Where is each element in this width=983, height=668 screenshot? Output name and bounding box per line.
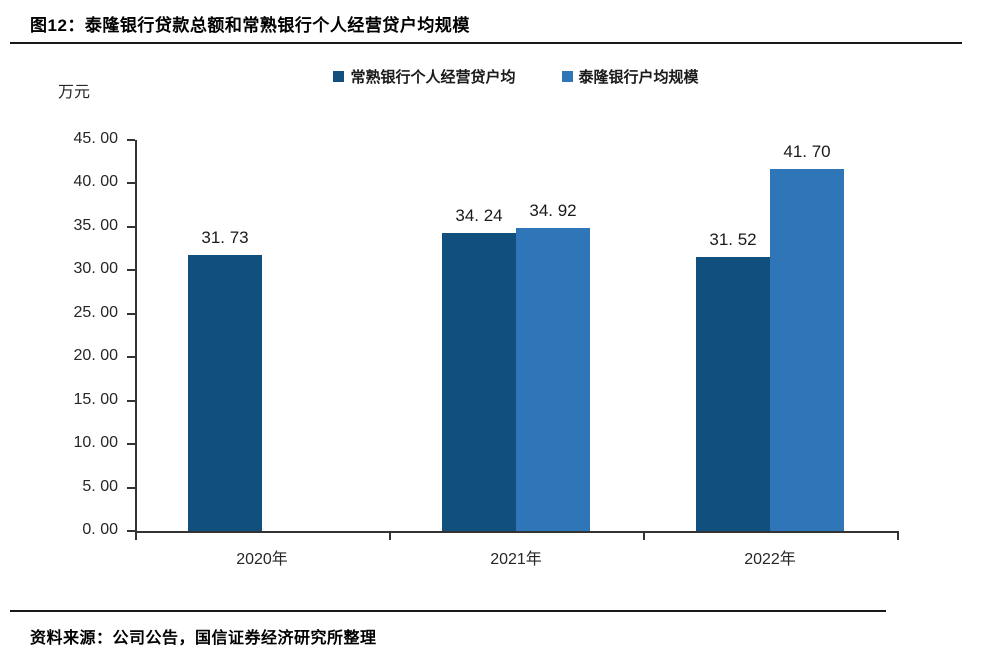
y-axis-unit-label: 万元	[58, 84, 91, 101]
y-tick-label: 30. 00	[73, 260, 118, 278]
x-axis-label: 2021年	[490, 551, 542, 568]
bar-series-1	[442, 233, 516, 531]
x-axis-label: 2020年	[236, 551, 288, 568]
y-tick-label: 35. 00	[73, 216, 118, 234]
bar-value-label: 34. 92	[529, 201, 577, 220]
x-axis-tick	[643, 533, 645, 540]
y-axis-tick	[127, 530, 135, 532]
y-axis-tick	[127, 269, 135, 272]
legend: 常熟银行个人经营贷户均 泰隆银行户均规模	[135, 66, 897, 87]
y-tick-label: 15. 00	[73, 390, 118, 408]
y-tick-label: 5. 00	[82, 477, 118, 495]
x-axis-tick	[897, 533, 899, 540]
x-axis-label: 2022年	[744, 551, 796, 568]
legend-label: 泰隆银行户均规模	[578, 69, 699, 86]
y-axis-tick	[127, 399, 135, 402]
bar-series-1	[696, 257, 770, 531]
figure-title: 图12：泰隆银行贷款总额和常熟银行个人经营贷户均规模	[30, 16, 470, 35]
y-tick-label: 40. 00	[73, 173, 118, 191]
y-axis-tick	[127, 356, 135, 359]
y-tick-label: 10. 00	[73, 434, 118, 452]
bar-value-label: 41. 70	[783, 142, 831, 161]
legend-marker-icon	[561, 71, 573, 82]
y-axis-tick	[127, 139, 135, 141]
y-axis-tick	[127, 443, 135, 446]
bar-value-label: 34. 24	[455, 206, 503, 225]
y-axis-tick	[127, 225, 135, 228]
x-axis-tick	[135, 533, 137, 540]
bar-value-label: 31. 73	[201, 228, 249, 247]
legend-marker-icon	[333, 71, 345, 82]
legend-label: 常熟银行个人经营贷户均	[350, 69, 516, 86]
source-note: 资料来源：公司公告，国信证券经济研究所整理	[30, 630, 377, 647]
legend-item: 泰隆银行户均规模	[561, 66, 699, 87]
y-axis-tick	[127, 486, 135, 489]
bar-series-1	[188, 255, 262, 531]
y-tick-label: 0. 00	[82, 521, 118, 538]
x-axis-line	[135, 531, 899, 533]
source-divider-line	[10, 610, 886, 612]
y-tick-label: 25. 00	[73, 303, 118, 321]
legend-item: 常熟银行个人经营贷户均	[333, 66, 516, 87]
y-tick-label: 45. 00	[73, 130, 118, 147]
y-axis-line	[135, 140, 137, 531]
y-tick-label: 20. 00	[73, 347, 118, 365]
bar-value-label: 31. 52	[709, 230, 757, 249]
y-axis-tick	[127, 312, 135, 315]
bar-series-2	[770, 169, 844, 531]
x-axis-tick	[389, 533, 391, 540]
y-axis-tick	[127, 182, 135, 185]
title-divider-line	[10, 42, 962, 44]
bar-series-2	[516, 228, 590, 531]
